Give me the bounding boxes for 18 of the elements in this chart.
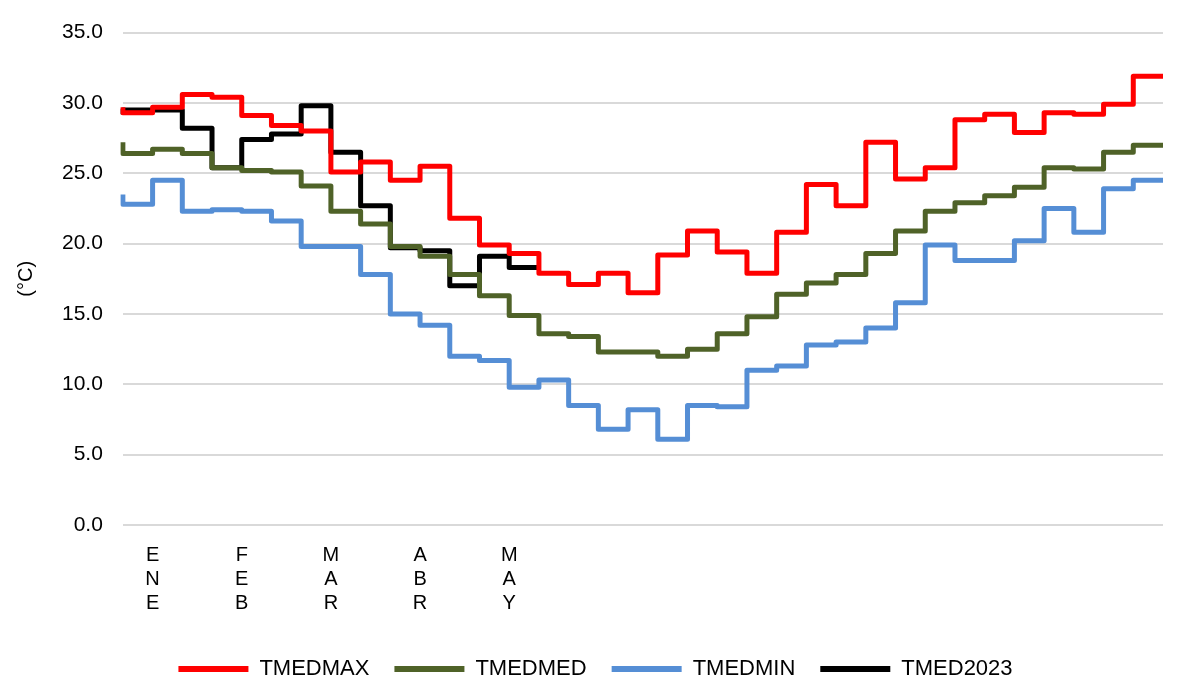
legend-label: TMED2023 [901,655,1013,681]
legend-label: TMEDMAX [259,655,370,681]
legend-label: TMEDMIN [692,655,796,681]
x-tick-label: ABR [412,542,428,613]
y-tick-label: 5.0 [73,441,103,465]
y-tick-label: 20.0 [62,230,103,254]
x-tick-label: FEB [235,542,249,613]
legend-label: TMEDMED [475,655,587,681]
y-tick-label: 30.0 [62,89,103,113]
y-tick-label: 15.0 [62,300,103,324]
y-tick-label: 35.0 [62,19,103,43]
y-axis-title: (°C) [13,260,36,297]
y-tick-label: 10.0 [62,371,103,395]
y-tick-label: 0.0 [73,511,103,535]
x-tick-label: MAY [500,542,518,613]
y-tick-label: 25.0 [62,160,103,184]
x-tick-label: MAR [322,542,340,613]
x-tick-label: ENE [145,542,160,613]
